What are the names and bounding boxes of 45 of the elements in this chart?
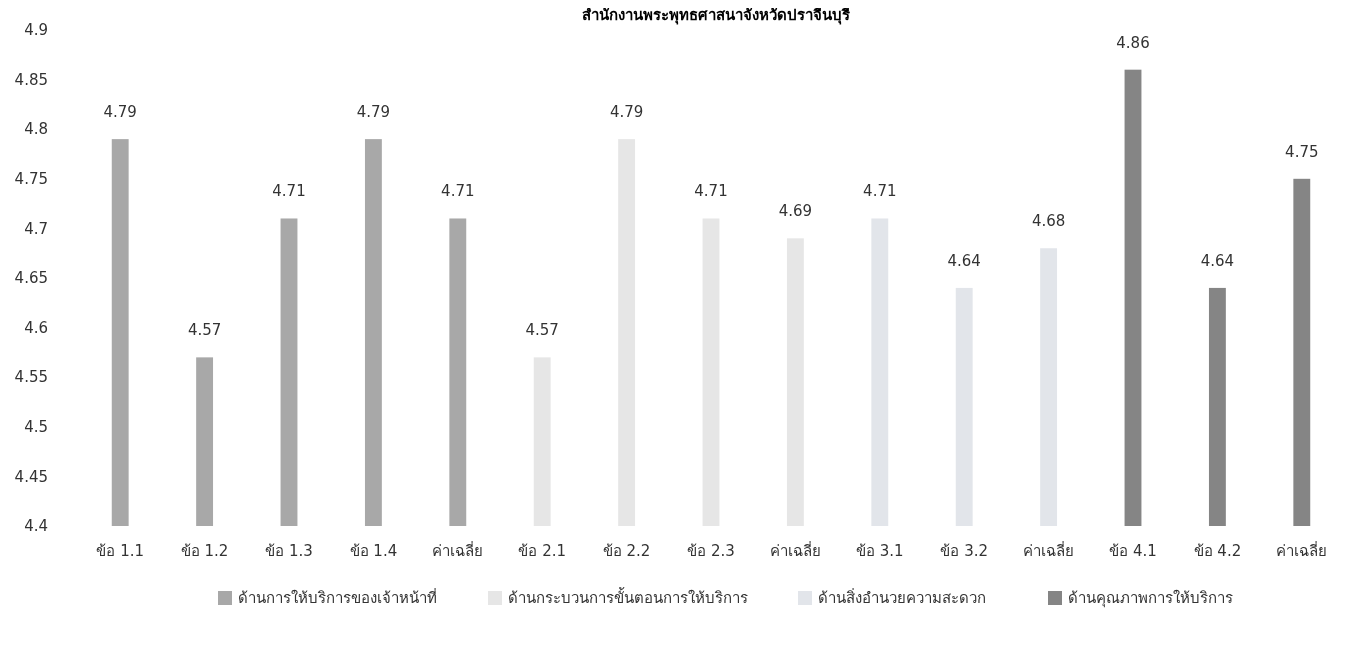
data-label: 4.71 (863, 182, 897, 201)
data-label: 4.69 (778, 202, 813, 221)
y-tick-label: 4.55 (14, 368, 48, 387)
legend-label: ด้านการให้บริการของเจ้าหน้าที่ (238, 587, 437, 608)
legend-label: ด้านคุณภาพการให้บริการ (1068, 589, 1233, 609)
y-tick-label: 4.9 (24, 21, 48, 40)
y-tick-label: 4.85 (14, 70, 48, 89)
data-label: 4.71 (441, 182, 475, 201)
data-label: 4.64 (1200, 251, 1235, 270)
x-tick-label: ข้อ 2.3 (687, 542, 735, 560)
y-tick-label: 4.8 (24, 120, 48, 139)
x-tick-label: ข้อ 1.1 (96, 542, 145, 560)
data-label: 4.57 (525, 321, 559, 340)
data-label: 4.71 (272, 182, 306, 201)
x-tick-label: ข้อ 2.2 (602, 542, 651, 560)
data-label: 4.79 (609, 103, 644, 122)
data-label: 4.64 (947, 251, 981, 270)
y-tick-label: 4.75 (14, 170, 48, 189)
legend-label: ด้านสิ่งอำนวยความสะดวก (818, 587, 986, 608)
y-tick-label: 4.45 (14, 467, 48, 486)
x-tick-label: ค่าเฉลี่ย (769, 540, 821, 560)
x-tick-label: ข้อ 3.2 (940, 542, 989, 560)
x-tick-label: ข้อ 1.2 (180, 542, 229, 560)
x-tick-label: ข้อ 1.3 (265, 542, 313, 560)
data-label: 4.75 (1285, 142, 1319, 161)
data-label: 4.79 (103, 103, 137, 122)
y-tick-label: 4.6 (24, 318, 48, 337)
y-tick-label: 4.4 (24, 517, 48, 536)
data-label: 4.79 (356, 103, 391, 122)
x-tick-label: ค่าเฉลี่ย (432, 540, 484, 560)
y-tick-label: 4.7 (24, 219, 48, 238)
x-tick-label: ข้อ 3.1 (855, 542, 904, 560)
x-tick-label: ค่าเฉลี่ย (1276, 540, 1328, 560)
data-label: 4.86 (1116, 33, 1150, 52)
x-tick-label: ข้อ 1.4 (349, 542, 398, 560)
x-tick-label: ค่าเฉลี่ย (1023, 540, 1075, 560)
x-tick-label: ข้อ 2.1 (518, 542, 567, 560)
data-label: 4.71 (694, 182, 728, 201)
data-label: 4.57 (187, 321, 222, 340)
y-tick-label: 4.65 (14, 269, 48, 288)
x-tick-label: ข้อ 4.2 (1193, 542, 1242, 560)
legend-label: ด้านกระบวนการขั้นตอนการให้บริการ (508, 587, 748, 608)
y-tick-label: 4.5 (24, 418, 48, 437)
x-tick-label: ข้อ 4.1 (1109, 542, 1157, 560)
data-label: 4.68 (1031, 212, 1066, 231)
